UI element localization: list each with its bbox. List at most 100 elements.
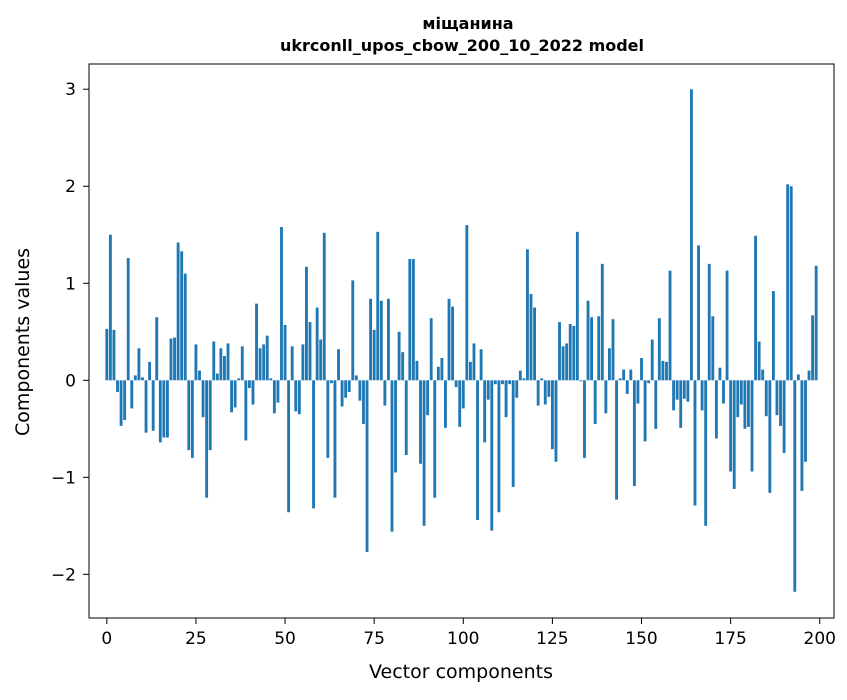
x-tick-label-0: 0 (101, 629, 112, 649)
x-tick-label-150: 150 (625, 629, 657, 649)
bar-154 (654, 380, 658, 429)
bar-168 (704, 380, 708, 526)
bar-192 (789, 186, 793, 381)
bar-91 (429, 318, 433, 381)
bar-156 (661, 360, 665, 381)
bar-185 (764, 380, 768, 417)
x-tick-label-25: 25 (185, 629, 207, 649)
bar-22 (183, 273, 187, 381)
bar-31 (215, 373, 219, 381)
bar-89 (422, 380, 426, 526)
bar-116 (518, 370, 522, 381)
bar-5 (123, 380, 127, 421)
bar-43 (258, 348, 262, 381)
bar-148 (632, 380, 636, 487)
bar-109 (493, 380, 497, 385)
bar-115 (515, 380, 519, 398)
bar-54 (297, 380, 301, 415)
bar-142 (611, 319, 615, 381)
bar-27 (201, 380, 205, 418)
bar-16 (162, 380, 166, 438)
bar-193 (793, 380, 797, 592)
bar-101 (465, 225, 469, 381)
bar-40 (247, 380, 251, 389)
bar-99 (458, 380, 462, 427)
bar-194 (796, 374, 800, 381)
bar-155 (657, 318, 661, 381)
bar-143 (615, 380, 618, 500)
bar-19 (173, 337, 176, 381)
x-tick-label-100: 100 (447, 629, 479, 649)
bar-118 (526, 249, 529, 381)
bar-88 (419, 380, 422, 464)
bar-68 (347, 380, 351, 392)
bar-147 (629, 369, 633, 381)
bar-152 (647, 380, 651, 384)
bar-153 (650, 339, 654, 381)
bar-186 (768, 380, 772, 493)
bar-107 (486, 380, 490, 400)
bar-12 (148, 361, 152, 381)
bar-14 (155, 317, 159, 381)
bar-35 (230, 380, 234, 413)
bar-177 (736, 380, 740, 418)
chart-subtitle: ukrconll_upos_cbow_200_10_2022 model (280, 36, 644, 55)
bar-171 (714, 380, 718, 439)
bar-164 (689, 89, 693, 381)
bar-58 (312, 380, 315, 509)
bar-83 (401, 352, 405, 381)
bar-184 (761, 369, 765, 381)
bar-50 (283, 324, 287, 381)
bar-196 (804, 380, 807, 462)
bar-197 (807, 370, 811, 381)
x-tick-label-125: 125 (536, 629, 568, 649)
bar-163 (686, 380, 690, 402)
bar-64 (333, 380, 337, 498)
y-tick-label-0: −2 (51, 565, 76, 585)
bar-9 (137, 348, 141, 381)
bar-114 (511, 380, 515, 488)
bar-137 (593, 380, 597, 424)
bar-37 (237, 378, 241, 381)
bar-60 (319, 339, 323, 381)
bar-180 (747, 380, 750, 427)
bar-122 (540, 378, 544, 381)
bar-61 (322, 232, 326, 381)
x-tick-label-50: 50 (274, 629, 296, 649)
bar-33 (223, 356, 226, 381)
bar-63 (329, 380, 333, 384)
bar-32 (219, 348, 223, 381)
bar-108 (490, 380, 494, 531)
bar-172 (718, 367, 722, 381)
bar-87 (415, 360, 419, 381)
bar-149 (636, 380, 640, 404)
bar-102 (468, 361, 472, 381)
bar-195 (800, 380, 804, 491)
bar-127 (558, 322, 561, 381)
bar-158 (668, 270, 672, 381)
bar-191 (786, 184, 790, 381)
bar-52 (290, 346, 294, 381)
bar-24 (190, 380, 194, 458)
bar-95 (444, 380, 447, 428)
bar-17 (166, 380, 169, 438)
bar-105 (479, 349, 483, 381)
bar-8 (133, 375, 137, 381)
bar-62 (326, 380, 330, 458)
bar-198 (811, 315, 815, 381)
bar-38 (240, 346, 244, 381)
bar-6 (126, 258, 130, 381)
bar-179 (743, 380, 747, 429)
bar-173 (722, 380, 725, 404)
bar-176 (732, 380, 736, 489)
y-tick-label-2: 0 (65, 371, 76, 391)
bar-70 (354, 375, 358, 381)
bar-47 (272, 380, 276, 414)
bar-160 (675, 380, 679, 400)
bar-119 (529, 293, 533, 381)
bar-123 (543, 380, 547, 405)
bar-135 (586, 300, 590, 381)
bar-90 (426, 380, 430, 416)
